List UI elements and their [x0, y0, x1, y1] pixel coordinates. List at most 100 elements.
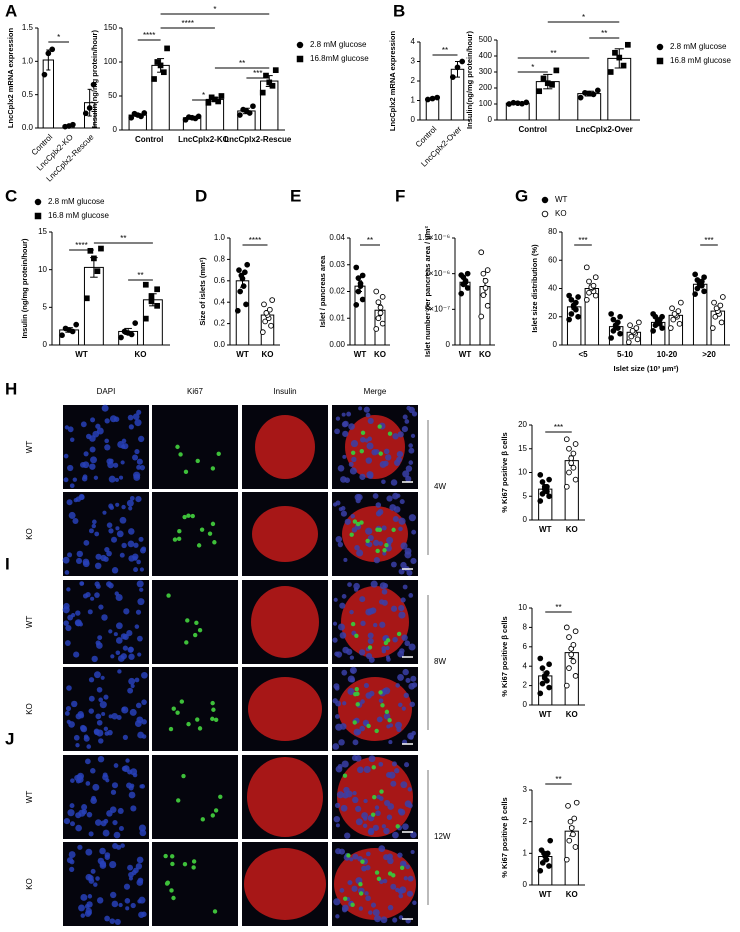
- data-point: [570, 450, 577, 457]
- ki67-nucleus: [169, 888, 174, 893]
- nucleus: [380, 916, 388, 924]
- nucleus: [95, 713, 102, 720]
- nucleus: [382, 551, 387, 556]
- nucleus: [350, 669, 355, 674]
- nucleus: [381, 479, 386, 485]
- data-point: [625, 339, 632, 346]
- data-point: [375, 299, 382, 306]
- data-point: [617, 330, 623, 337]
- data-point: [570, 658, 577, 665]
- nucleus: [358, 649, 366, 656]
- data-point: [711, 299, 717, 306]
- y-tick-label: 0: [411, 115, 416, 124]
- data-point: [568, 296, 575, 303]
- ki67-nucleus: [350, 450, 356, 455]
- x-tick-label: 10-20: [657, 350, 678, 359]
- nucleus: [127, 687, 134, 694]
- data-point: [546, 684, 552, 691]
- x-tick-label: KO: [566, 890, 578, 899]
- nucleus: [374, 805, 380, 810]
- nucleus: [359, 596, 366, 603]
- significance-label: ****: [182, 19, 194, 28]
- nucleus: [363, 682, 370, 689]
- nucleus: [121, 444, 126, 449]
- nucleus: [342, 454, 347, 459]
- nucleus: [109, 918, 116, 924]
- data-point: [537, 498, 544, 504]
- nucleus: [398, 702, 403, 708]
- nucleus: [341, 669, 348, 676]
- nucleus: [363, 765, 371, 774]
- nucleus: [104, 852, 111, 858]
- nucleus: [332, 502, 338, 507]
- data-point: [537, 690, 544, 697]
- y-tick-label: 0: [43, 340, 48, 349]
- ki67-nucleus: [375, 548, 380, 554]
- micrograph: [152, 405, 238, 489]
- x-tick-label: Control: [519, 125, 547, 134]
- data-point: [546, 661, 552, 668]
- data-point: [563, 682, 570, 689]
- nucleus: [348, 423, 355, 430]
- y-tick-label: 6: [523, 642, 528, 651]
- nucleus: [373, 539, 380, 547]
- nucleus: [410, 557, 417, 565]
- nucleus: [401, 426, 408, 433]
- data-point: [195, 113, 202, 120]
- nucleus: [98, 697, 104, 703]
- ki67-nucleus: [377, 527, 383, 533]
- panel-letter: G: [515, 186, 528, 205]
- y-tick-label: 1.5×10⁻⁶: [418, 233, 450, 242]
- legend-label: 16.8mM glucose: [310, 54, 369, 63]
- nucleus: [98, 738, 104, 744]
- nucleus: [69, 437, 75, 442]
- ki67-nucleus: [163, 853, 168, 859]
- y-tick-label: 0.03: [329, 260, 345, 269]
- nucleus: [95, 640, 101, 646]
- nucleus: [89, 446, 96, 453]
- nucleus: [121, 765, 128, 772]
- nucleus: [89, 463, 96, 470]
- data-point: [592, 274, 599, 281]
- nucleus: [365, 864, 371, 871]
- legend-marker: [296, 41, 304, 49]
- nucleus: [88, 695, 95, 702]
- data-point: [142, 315, 149, 322]
- data-point: [539, 680, 546, 687]
- nucleus: [63, 620, 69, 626]
- y-tick-label: 2: [411, 76, 416, 85]
- panel-letter: C: [5, 186, 17, 205]
- y-axis-label: Islet / pancreas area: [318, 255, 327, 328]
- nucleus: [104, 731, 110, 736]
- nucleus: [115, 502, 120, 507]
- nucleus: [92, 783, 100, 791]
- nucleus: [408, 460, 414, 465]
- y-tick-label: 15: [518, 444, 527, 453]
- nucleus: [398, 568, 405, 575]
- nucleus: [72, 477, 78, 482]
- data-point: [90, 81, 97, 88]
- ki67-nucleus: [175, 444, 180, 450]
- bar: [83, 266, 104, 346]
- nucleus: [396, 450, 404, 458]
- data-point: [650, 328, 656, 334]
- significance-label: **: [555, 775, 561, 784]
- ki67-nucleus: [383, 640, 389, 646]
- nucleus: [392, 636, 398, 643]
- nucleus: [92, 519, 97, 525]
- ki67-nucleus: [378, 451, 383, 456]
- nucleus: [127, 864, 134, 871]
- ki67-nucleus: [183, 469, 189, 475]
- nucleus: [354, 544, 360, 551]
- data-point: [720, 294, 726, 300]
- nucleus: [385, 772, 392, 778]
- nucleus: [69, 859, 75, 865]
- y-tick-label: 0.4: [214, 297, 226, 306]
- genotype-label: KO: [25, 528, 34, 540]
- nucleus: [405, 475, 412, 483]
- x-tick-label: KO: [566, 710, 578, 719]
- y-tick-label: 0: [113, 125, 118, 134]
- ki67-nucleus: [176, 536, 182, 542]
- data-point: [236, 267, 242, 273]
- ki67-nucleus: [365, 538, 370, 544]
